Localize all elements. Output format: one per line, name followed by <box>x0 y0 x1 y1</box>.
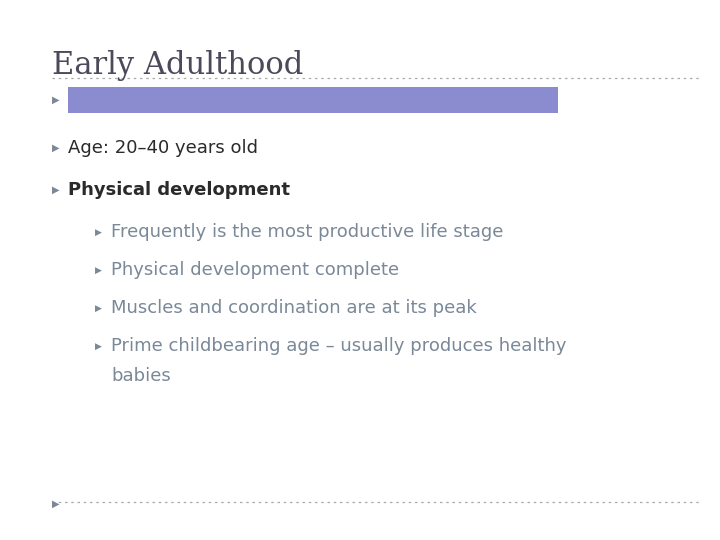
Text: ▶: ▶ <box>95 303 102 313</box>
Text: Prime childbearing age – usually produces healthy: Prime childbearing age – usually produce… <box>111 337 567 355</box>
Text: ▶: ▶ <box>52 499 60 509</box>
Text: ▶: ▶ <box>95 227 102 237</box>
Text: Physical development: Physical development <box>68 181 290 199</box>
Text: Muscles and coordination are at its peak: Muscles and coordination are at its peak <box>111 299 477 317</box>
Text: ▶: ▶ <box>52 185 60 195</box>
Text: Physical development complete: Physical development complete <box>111 261 399 279</box>
Text: ▶: ▶ <box>52 143 60 153</box>
Text: babies: babies <box>111 367 171 385</box>
Text: ▶: ▶ <box>95 266 102 274</box>
Text: Early Adulthood: Early Adulthood <box>52 50 303 81</box>
Bar <box>68 87 558 113</box>
Text: Age: 20–40 years old: Age: 20–40 years old <box>68 139 258 157</box>
Text: Frequently is the most productive life stage: Frequently is the most productive life s… <box>111 223 503 241</box>
Text: ▶: ▶ <box>52 95 60 105</box>
Text: ▶: ▶ <box>95 341 102 350</box>
